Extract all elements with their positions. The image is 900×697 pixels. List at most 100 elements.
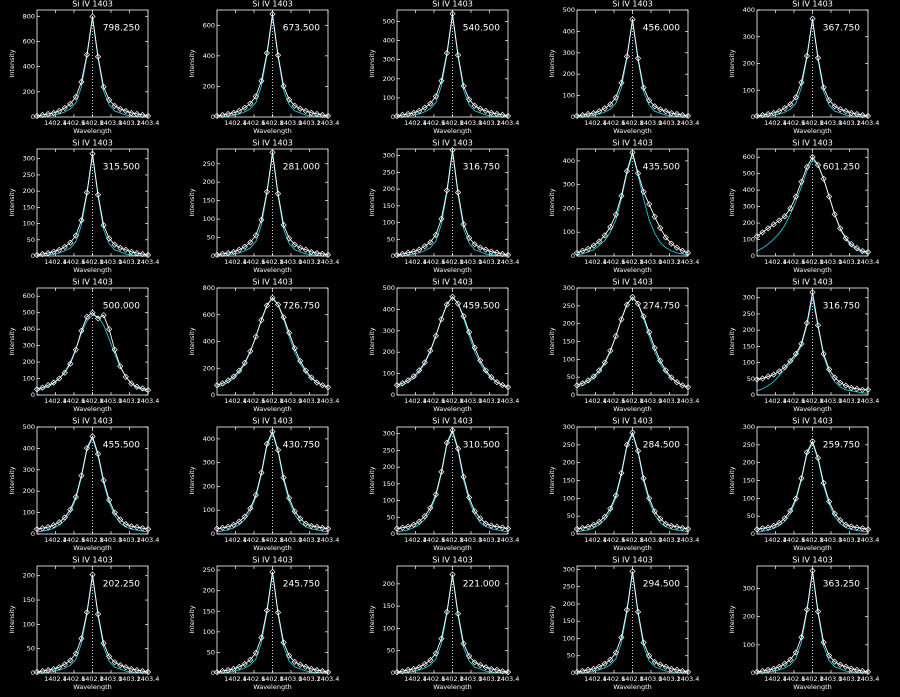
data-point	[393, 251, 401, 259]
y-tick-label: 50	[207, 648, 215, 656]
data-point	[623, 168, 631, 175]
data-point	[607, 656, 614, 663]
data-point	[61, 243, 68, 251]
x-tick-label: 1402.4	[764, 675, 787, 683]
y-axis-label: Intensity	[368, 605, 376, 633]
y-tick-label: 300	[23, 155, 35, 163]
y-tick-label: 800	[23, 12, 35, 20]
x-tick-label: 1402.4	[44, 119, 67, 127]
data-point	[133, 383, 140, 390]
data-point	[499, 524, 506, 531]
y-tick-label: 100	[563, 634, 575, 642]
data-point	[590, 242, 597, 249]
data-point	[504, 112, 512, 120]
profile-line	[36, 312, 149, 391]
data-point	[482, 367, 489, 374]
data-point	[662, 663, 669, 670]
data-point	[809, 289, 816, 296]
x-tick-label: 1402.8	[801, 258, 824, 266]
y-tick-label: 200	[23, 358, 35, 366]
x-tick-label: 1402.4	[584, 119, 607, 127]
x-tick-label: 1402.4	[584, 258, 607, 266]
x-axis-label: Wavelength	[613, 683, 652, 691]
x-tick-label: 1402.6	[783, 119, 806, 127]
y-tick-label: 250	[743, 441, 755, 449]
data-point	[405, 666, 412, 673]
y-tick-label: 300	[23, 342, 35, 350]
y-tick-label: 100	[563, 92, 575, 100]
data-point	[454, 189, 462, 196]
y-tick-label: 200	[23, 187, 35, 195]
panel-title: Si IV 1403	[252, 139, 293, 148]
data-point	[247, 239, 254, 246]
y-tick-label: 100	[743, 236, 755, 244]
data-point	[679, 247, 686, 254]
data-point	[607, 101, 614, 108]
data-point	[848, 523, 855, 530]
data-point	[640, 188, 647, 195]
y-tick-label: 100	[23, 375, 35, 383]
data-point	[405, 377, 412, 384]
data-point	[269, 10, 276, 18]
panel-title: Si IV 1403	[72, 139, 113, 148]
data-point	[770, 522, 777, 529]
data-point	[618, 634, 625, 641]
y-tick-label: 0	[751, 391, 755, 399]
x-tick-label: 1403.0	[280, 119, 303, 127]
data-point	[432, 231, 439, 239]
peak-label: 245.750	[283, 580, 320, 590]
y-tick-label: 100	[203, 215, 215, 223]
data-point	[460, 221, 467, 228]
plot-frame	[396, 565, 509, 674]
plot-frame	[396, 426, 509, 535]
data-point	[482, 246, 489, 253]
y-tick-label: 500	[383, 17, 395, 25]
data-point	[820, 350, 827, 357]
y-tick-label: 0	[391, 252, 395, 260]
data-point	[640, 475, 647, 482]
y-tick-label: 400	[23, 325, 35, 333]
x-tick-label: 1403.0	[460, 675, 483, 683]
x-tick-label: 1403.0	[640, 258, 663, 266]
data-point	[111, 659, 118, 666]
x-tick-label: 1402.8	[801, 397, 824, 405]
data-point	[493, 523, 500, 530]
y-tick-label: 0	[31, 391, 35, 399]
x-tick-label: 1403.2	[838, 536, 861, 544]
panel-title: Si IV 1403	[612, 139, 653, 148]
y-tick-label: 200	[203, 82, 215, 90]
x-tick-label: 1402.6	[423, 536, 446, 544]
x-tick-label: 1403.2	[658, 397, 681, 405]
y-tick-label: 600	[23, 37, 35, 45]
y-tick-label: 300	[563, 565, 575, 573]
data-point	[640, 84, 647, 91]
y-tick-label: 150	[563, 338, 575, 346]
y-tick-label: 0	[571, 113, 575, 121]
panel-title: Si IV 1403	[432, 0, 473, 9]
y-tick-label: 300	[383, 327, 395, 335]
y-tick-label: 0	[751, 252, 755, 260]
data-point	[280, 314, 287, 321]
data-point	[106, 235, 113, 242]
data-point	[72, 346, 79, 353]
data-point	[488, 374, 495, 381]
data-point	[241, 513, 248, 520]
data-point	[122, 664, 129, 671]
data-point	[89, 571, 96, 578]
data-point	[607, 223, 614, 231]
data-point	[258, 216, 265, 223]
y-axis-label: Intensity	[8, 188, 16, 216]
data-point	[247, 656, 254, 663]
data-point	[460, 82, 467, 90]
plot-frame	[576, 148, 689, 257]
x-axis-label: Wavelength	[253, 544, 292, 552]
y-tick-label: 400	[23, 63, 35, 71]
y-tick-label: 200	[743, 326, 755, 334]
data-point	[291, 508, 298, 515]
x-tick-label: 1403.0	[100, 536, 123, 544]
data-point	[78, 472, 85, 479]
data-point	[94, 53, 102, 60]
y-tick-label: 0	[391, 391, 395, 399]
x-tick-label: 1403.4	[317, 119, 340, 127]
data-point	[601, 660, 608, 667]
